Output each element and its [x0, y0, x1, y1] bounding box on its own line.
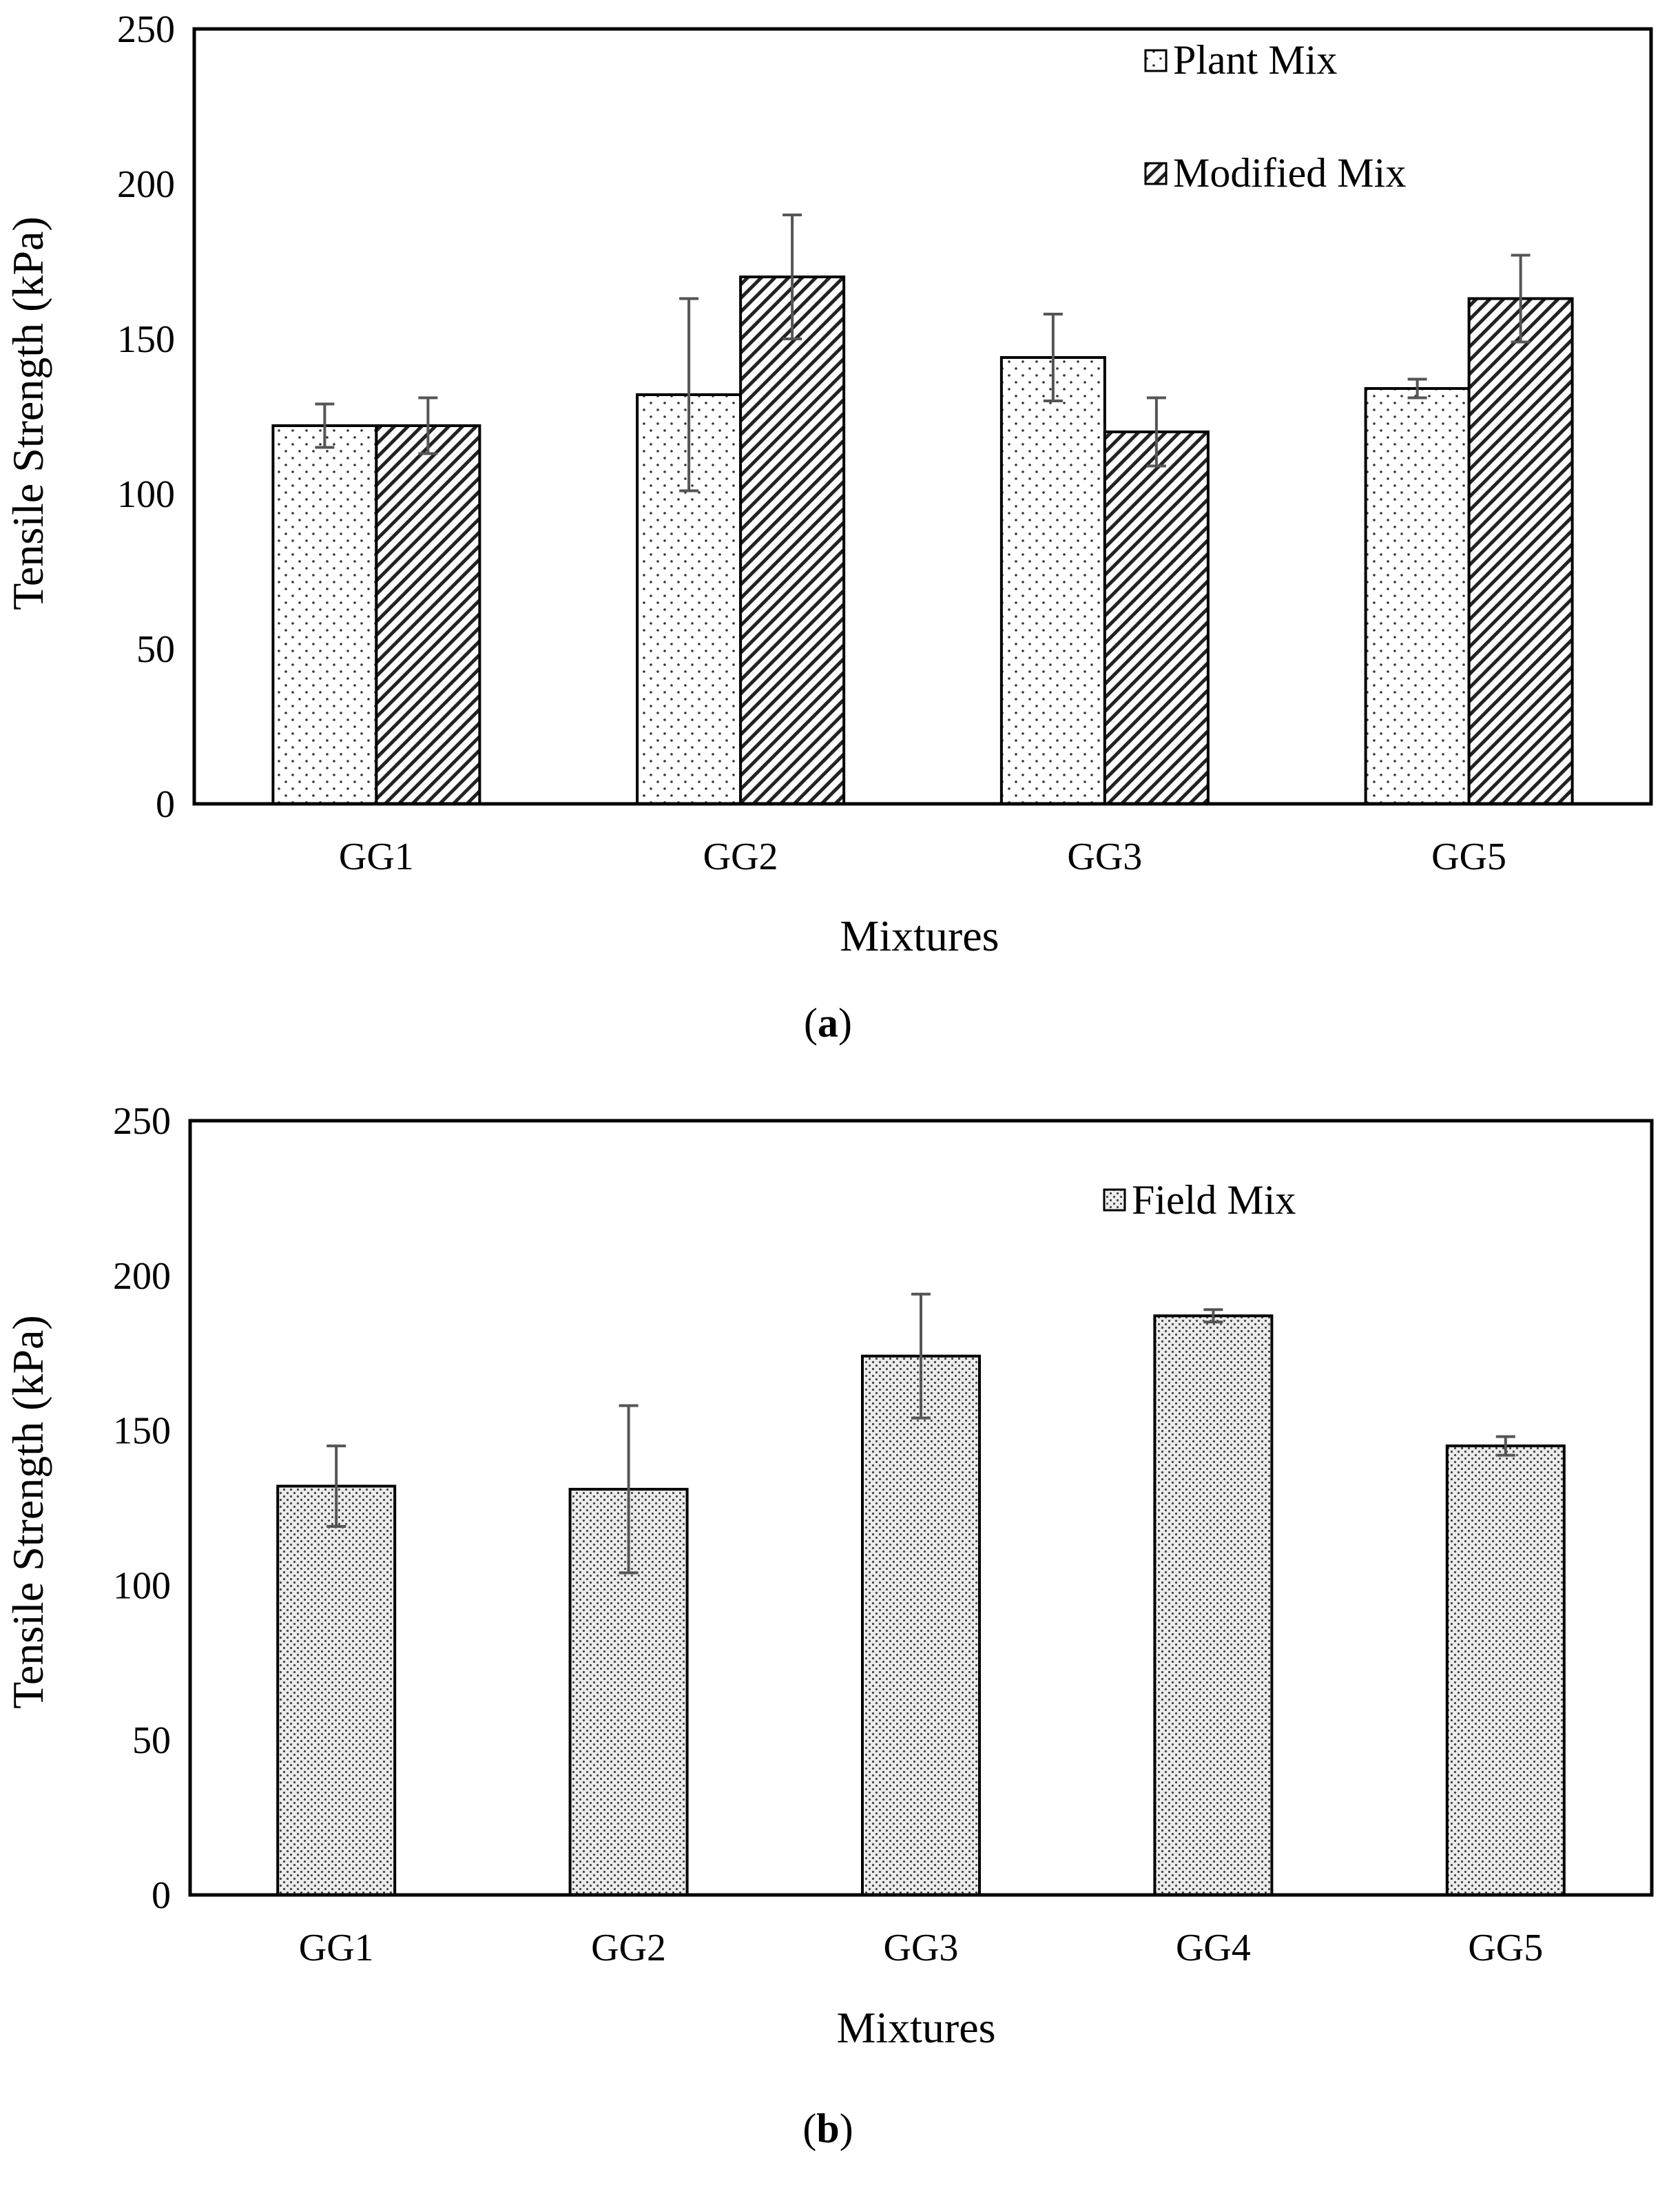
panel-b-y-tick-label: 250	[113, 1100, 171, 1143]
panel-a-y-tick-label: 200	[117, 163, 175, 206]
panel-a-plot-frame	[192, 27, 1653, 806]
panel-a-y-tick-label: 0	[156, 783, 175, 826]
panel-a: 0 50 100 150 200 250 GG1 GG2 GG3 GG5 Tensile Str…	[3, 8, 1653, 1046]
legend-label-plant-mix: Plant Mix	[1173, 37, 1337, 83]
panel-a-y-tick-label: 50	[136, 628, 175, 671]
legend-label-field-mix: Field Mix	[1132, 1177, 1296, 1223]
panel-a-error-bar	[782, 214, 802, 340]
panel-a-bar-plant-mix	[271, 424, 378, 805]
panel-b-y-tick-label: 200	[113, 1255, 171, 1298]
legend-swatch-modified-mix	[1144, 162, 1168, 185]
panel-b-bar-field-mix	[1445, 1444, 1566, 1897]
panel-a-bar-modified-mix	[375, 424, 481, 805]
panel-a-bar-plant-mix	[1364, 387, 1471, 805]
panel-b-y-tick-label: 0	[152, 1874, 171, 1917]
panel-a-y-tick-label: 150	[117, 318, 175, 361]
panel-b-error-bars	[326, 1292, 1515, 1575]
panel-a-bar-modified-mix	[1467, 297, 1574, 805]
panel-a-error-bar	[418, 396, 438, 455]
panel-b-error-bar	[619, 1404, 639, 1575]
panel-a-x-tick-label: GG5	[1431, 836, 1506, 878]
panel-b-caption: (b)	[802, 2106, 853, 2151]
panel-a-bar-plant-mix	[999, 356, 1106, 805]
panel-a-error-bars	[315, 214, 1531, 493]
panel-b-bar-field-mix	[861, 1354, 981, 1897]
panel-b-error-bar	[911, 1292, 931, 1420]
panel-a-error-bar	[1511, 253, 1531, 344]
panel-b-x-tick-label: GG2	[591, 1927, 666, 1969]
panel-a-bar-modified-mix	[739, 276, 846, 805]
panel-a-x-axis-title: Mixtures	[840, 911, 999, 960]
panel-b-x-ticks: GG1 GG2 GG3 GG4 GG5	[299, 1927, 1543, 1969]
panel-b-y-ticks: 0 50 100 150 200 250	[113, 1100, 171, 1917]
panel-a-x-tick-label: GG3	[1067, 836, 1142, 878]
panel-a-caption: (a)	[804, 1000, 852, 1046]
panel-a-y-tick-label: 250	[117, 8, 175, 51]
panel-b-error-bar	[326, 1444, 346, 1528]
panel-b-x-tick-label: GG4	[1176, 1927, 1251, 1969]
panel-a-y-ticks: 0 50 100 150 200 250	[117, 8, 175, 826]
panel-a-error-bar	[1043, 313, 1063, 402]
panel-b-y-axis-title: Tensile Strength (kPa)	[3, 1315, 52, 1708]
panel-b-x-tick-label: GG1	[299, 1927, 374, 1969]
panel-a-error-bar	[1407, 377, 1427, 400]
panel-b-y-tick-label: 150	[113, 1410, 171, 1453]
panel-b-x-tick-label: GG3	[884, 1927, 959, 1969]
panel-b: 0 50 100 150 200 250 GG1 GG2 GG3 GG4 GG5 Tensile …	[3, 1100, 1654, 2151]
panel-a-bars	[271, 276, 1574, 805]
panel-a-x-tick-label: GG2	[703, 836, 778, 878]
panel-a-y-axis-title: Tensile Strength (kPa)	[3, 216, 52, 610]
panel-b-bars	[276, 1314, 1566, 1897]
panel-b-x-axis-title: Mixtures	[836, 2003, 995, 2052]
panel-b-bar-field-mix	[276, 1484, 397, 1897]
panel-b-y-tick-label: 100	[113, 1564, 171, 1607]
legend-swatch-plant-mix	[1144, 49, 1168, 72]
panel-b-y-tick-label: 50	[132, 1719, 171, 1762]
panel-b-error-bar	[1203, 1308, 1223, 1324]
panel-a-error-bar	[1146, 396, 1166, 468]
panel-a-bar-modified-mix	[1103, 431, 1210, 805]
panel-a-y-tick-label: 100	[117, 473, 175, 516]
panel-b-plot-frame	[188, 1119, 1654, 1897]
panel-b-legend: Field Mix	[1103, 1177, 1296, 1223]
panel-a-x-ticks: GG1 GG2 GG3 GG5	[339, 836, 1506, 878]
panel-b-error-bar	[1495, 1435, 1515, 1457]
panel-b-x-tick-label: GG5	[1468, 1927, 1543, 1969]
legend-label-modified-mix: Modified Mix	[1173, 150, 1406, 196]
panel-a-error-bar	[315, 402, 335, 449]
panel-a-legend: Plant Mix Modified Mix	[1144, 37, 1406, 196]
panel-b-bar-field-mix	[1153, 1314, 1274, 1897]
panel-a-x-tick-label: GG1	[339, 836, 414, 878]
panel-a-error-bar	[679, 297, 699, 493]
legend-swatch-field-mix	[1103, 1188, 1126, 1212]
